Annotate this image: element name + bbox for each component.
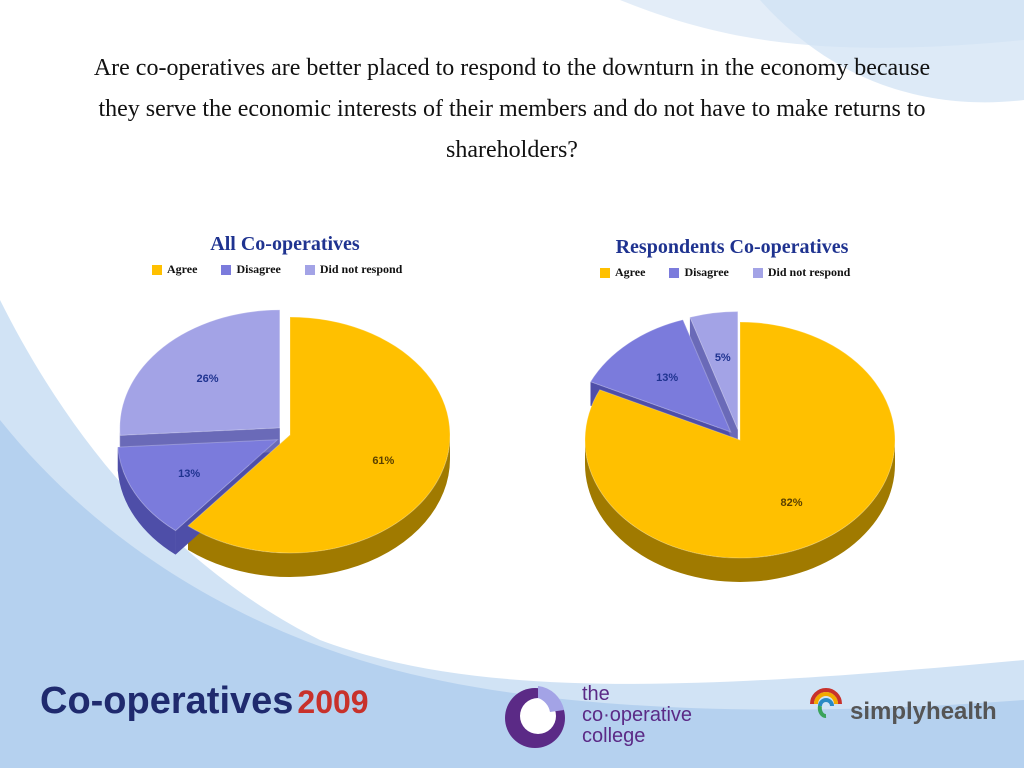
simplyhealth-logo: simplyhealth: [806, 684, 1006, 730]
legend-item-disagree: Disagree: [669, 265, 729, 280]
pie-label-no-response: 5%: [715, 352, 731, 364]
pie-label-disagree: 13%: [178, 468, 200, 480]
legend-swatch-no-response: [304, 264, 315, 275]
simplyhealth-text: simplyhealth: [850, 698, 997, 725]
chart-title-all: All Co-operatives: [210, 233, 360, 255]
college-line-2: co·operative: [582, 704, 693, 726]
legend-item-no-response: Did not respond: [752, 265, 851, 280]
pie-label-agree: 61%: [372, 455, 394, 467]
cooperatives-logo-text: Co-operatives: [40, 680, 294, 722]
legend-label-no-response: Did not respond: [319, 262, 403, 276]
college-ring-icon: [505, 686, 565, 748]
legend-swatch-no-response: [752, 267, 763, 278]
pie-chart-respondents: 82% 13% 5%: [584, 310, 896, 582]
legend-label-no-response: Did not respond: [767, 265, 851, 279]
pie-side-agree: [585, 440, 895, 582]
pie-chart-all: 61% 13% 26%: [117, 309, 451, 577]
college-line-1: the: [582, 683, 610, 705]
legend-item-agree: Agree: [600, 265, 645, 280]
pie-slice-no-response: [689, 310, 739, 430]
pie-slice-agree: [187, 316, 451, 554]
legend-all: Agree Disagree Did not respond: [152, 262, 402, 277]
pie-edge-no-response: [689, 317, 738, 454]
pie-slices: 82% 13% 5%: [584, 310, 896, 559]
cooperatives-logo-year: 2009: [297, 684, 369, 720]
legend-swatch-agree: [600, 267, 610, 278]
pie-slice-no-response: [119, 309, 281, 436]
pie-label-disagree: 13%: [656, 372, 678, 384]
simplyhealth-swirl-icon: [810, 688, 842, 718]
cooperative-college-logo: the co·operative college: [498, 680, 718, 752]
pie-label-agree: 82%: [780, 497, 802, 509]
pie-slices: 61% 13% 26%: [117, 309, 451, 554]
legend-label-disagree: Disagree: [684, 265, 729, 279]
pie-slice-agree: [584, 321, 896, 559]
legend-label-disagree: Disagree: [236, 262, 281, 276]
legend-swatch-disagree: [669, 267, 680, 278]
legend-swatch-agree: [152, 264, 162, 275]
question-text: Are co-operatives are better placed to r…: [93, 55, 931, 163]
legend-label-agree: Agree: [167, 262, 198, 276]
college-logo-text: the co·operative college: [582, 684, 692, 747]
chart-title-respondents: Respondents Co-operatives: [615, 236, 849, 258]
college-line-3: college: [582, 725, 646, 747]
legend-item-agree: Agree: [152, 262, 197, 277]
legend-label-agree: Agree: [615, 265, 646, 279]
legend-swatch-disagree: [221, 264, 232, 275]
pie-label-no-response: 26%: [196, 373, 218, 385]
pie-side-agree: [188, 435, 451, 577]
legend-item-no-response: Did not respond: [304, 262, 403, 277]
cooperatives-2009-logo: Co-operatives 2009: [40, 680, 369, 723]
legend-respondents: Agree Disagree Did not respond: [600, 265, 850, 280]
pie-slice-disagree: [589, 319, 732, 433]
pie-slice-disagree: [117, 439, 279, 532]
legend-item-disagree: Disagree: [221, 262, 281, 277]
pie-side-disagree: [117, 447, 176, 555]
